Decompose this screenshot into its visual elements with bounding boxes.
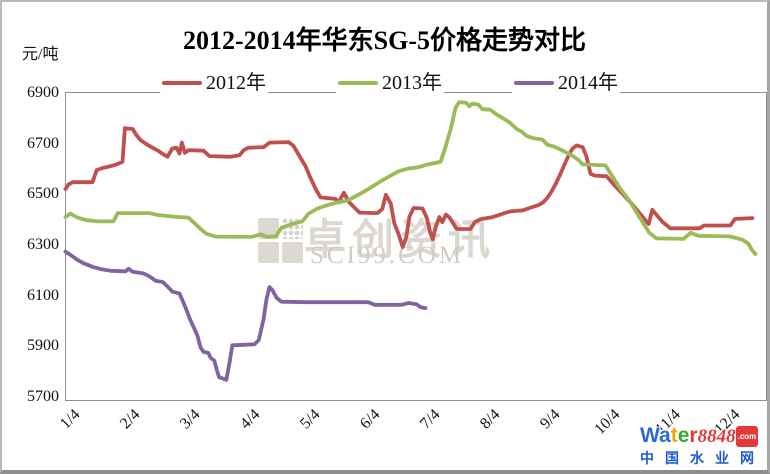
logo-letter: W xyxy=(640,424,660,447)
logo-letter: t xyxy=(670,424,678,447)
y-tick-label: 6700 xyxy=(27,134,59,152)
y-tick-label: 6500 xyxy=(27,185,59,203)
legend-label-2014: 2014年 xyxy=(558,72,618,94)
legend-swatch-2013-icon xyxy=(338,81,378,85)
y-axis-unit-label: 元/吨 xyxy=(22,46,59,63)
sci99-logo-icon xyxy=(258,218,304,264)
water8848-tagline: 中国水业网 xyxy=(640,450,765,466)
y-tick-label: 5900 xyxy=(27,337,59,355)
y-tick-label: 6100 xyxy=(27,286,59,304)
legend-label-2013: 2013年 xyxy=(382,72,442,94)
water8848-logo: Water8848 .com 中国水业网 xyxy=(640,424,767,468)
legend-swatch-2012-icon xyxy=(162,81,202,85)
logo-letter: r xyxy=(689,424,698,447)
series-line-2012年 xyxy=(63,126,755,249)
y-tick-label: 6900 xyxy=(27,84,59,101)
chart-title: 2012-2014年华东SG-5价格走势对比 xyxy=(182,26,586,55)
watermark-site: SCI99.COM xyxy=(310,242,465,269)
y-tick-label: 6300 xyxy=(27,236,59,253)
legend-item-2013: 2013年 xyxy=(336,70,444,96)
legend-label-2012: 2012年 xyxy=(206,72,266,94)
logo-letter: a xyxy=(659,424,671,447)
series-line-2013年 xyxy=(63,100,758,257)
logo-letter: e xyxy=(677,424,690,447)
water8848-wordmark: Water8848 .com xyxy=(640,424,759,447)
legend-swatch-2014-icon xyxy=(514,81,554,85)
series-line-2014年 xyxy=(63,249,428,382)
legend-item-2012: 2012年 xyxy=(160,70,268,96)
y-tick-label: 5700 xyxy=(27,388,59,405)
legend-item-2014: 2014年 xyxy=(512,70,620,96)
plot-frame xyxy=(65,92,767,401)
